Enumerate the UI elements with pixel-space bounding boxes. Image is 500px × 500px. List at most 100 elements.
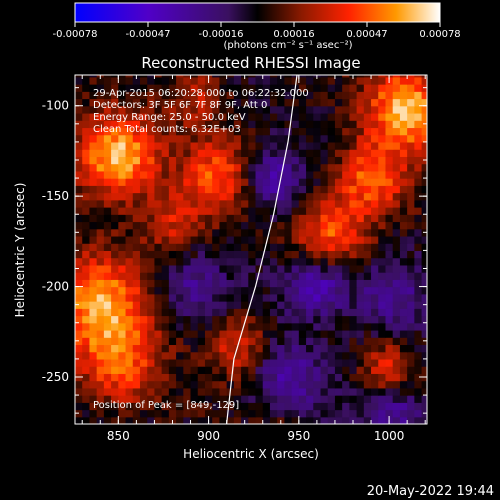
heatmap-cell [176, 134, 184, 143]
heatmap-cell [89, 214, 98, 223]
heatmap-cell [190, 358, 199, 367]
heatmap-cell [414, 76, 423, 85]
heatmap-cell [139, 120, 148, 129]
heatmap-cell [132, 373, 141, 382]
heatmap-cell [204, 84, 213, 92]
heatmap-cell [378, 91, 387, 100]
heatmap-cell [284, 395, 293, 403]
heatmap-cell [371, 91, 379, 100]
heatmap-cell [241, 373, 249, 382]
heatmap-cell [197, 322, 206, 331]
heatmap-cell [262, 257, 271, 266]
heatmap-cell [334, 409, 343, 418]
heatmap-cell [204, 228, 213, 237]
heatmap-cell [284, 141, 293, 150]
heatmap-cell [103, 337, 112, 346]
heatmap-cell [96, 221, 105, 230]
heatmap-cell [284, 170, 293, 179]
heatmap-cell [356, 207, 365, 215]
heatmap-cell [147, 199, 156, 208]
heatmap-cell [147, 192, 156, 201]
heatmap-cell [147, 156, 156, 165]
heatmap-cell [176, 272, 184, 280]
heatmap-cell [132, 192, 141, 201]
heatmap-cell [392, 329, 401, 338]
heatmap-cell [147, 149, 156, 157]
heatmap-cell [313, 301, 322, 309]
heatmap-cell [168, 337, 177, 346]
heatmap-cell [392, 76, 401, 85]
heatmap-cell [168, 250, 177, 259]
heatmap-cell [154, 272, 163, 280]
heatmap-cell [89, 98, 98, 107]
heatmap-cell [385, 214, 394, 223]
heatmap-cell [219, 308, 228, 317]
heatmap-cell [378, 170, 387, 179]
heatmap-cell [176, 301, 184, 309]
heatmap-cell [363, 120, 372, 129]
heatmap-cell [147, 264, 156, 273]
heatmap-cell [306, 380, 314, 389]
heatmap-cell [89, 301, 98, 309]
heatmap-cell [342, 214, 350, 223]
heatmap-cell [82, 308, 91, 317]
heatmap-cell [147, 185, 156, 194]
heatmap-cell [75, 235, 83, 244]
heatmap-cell [334, 75, 343, 78]
heatmap-cell [414, 308, 423, 317]
heatmap-cell [255, 308, 264, 317]
heatmap-cell [349, 141, 358, 150]
heatmap-cell [414, 214, 423, 223]
heatmap-cell [327, 416, 336, 424]
heatmap-cell [407, 308, 415, 317]
heatmap-cell [147, 373, 156, 382]
heatmap-cell [269, 344, 278, 353]
heatmap-cell [132, 185, 141, 194]
heatmap-cell [349, 351, 358, 360]
heatmap-cell [111, 409, 119, 418]
heatmap-cell [125, 351, 134, 360]
heatmap-cell [241, 214, 249, 223]
heatmap-cell [118, 329, 127, 338]
heatmap-cell [320, 301, 329, 309]
heatmap-cell [327, 366, 336, 374]
heatmap-cell [96, 387, 105, 396]
heatmap-cell [168, 120, 177, 129]
heatmap-cell [378, 366, 387, 374]
heatmap-cell [320, 395, 329, 403]
heatmap-cell [212, 76, 221, 85]
heatmap-cell [277, 329, 285, 338]
heatmap-cell [219, 228, 228, 237]
heatmap-cell [154, 409, 163, 418]
heatmap-cell [334, 163, 343, 172]
heatmap-cell [176, 127, 184, 136]
solar-limb-arc [226, 75, 298, 424]
heatmap-cell [255, 192, 264, 201]
heatmap-cell [204, 185, 213, 194]
heatmap-cell [327, 329, 336, 338]
heatmap-cell [241, 395, 249, 403]
heatmap-cell [226, 199, 235, 208]
heatmap-cell [212, 380, 221, 389]
heatmap-cell [255, 416, 264, 424]
heatmap-cell [125, 185, 134, 194]
heatmap-cell [421, 257, 427, 266]
heatmap-cell [241, 163, 249, 172]
heatmap-cell [385, 380, 394, 389]
heatmap-cell [226, 156, 235, 165]
heatmap-cell [284, 243, 293, 251]
heatmap-cell [183, 380, 192, 389]
heatmap-cell [139, 207, 148, 215]
heatmap-cell [89, 373, 98, 382]
heatmap-cell [356, 387, 365, 396]
heatmap-cell [327, 322, 336, 331]
heatmap-cell [320, 163, 329, 172]
heatmap-cell [378, 402, 387, 411]
heatmap-cell [161, 264, 170, 273]
heatmap-cell [334, 98, 343, 107]
heatmap-cell [277, 272, 285, 280]
heatmap-cell [320, 156, 329, 165]
heatmap-cell [219, 257, 228, 266]
heatmap-cell [176, 120, 184, 129]
heatmap-cell [212, 257, 221, 266]
